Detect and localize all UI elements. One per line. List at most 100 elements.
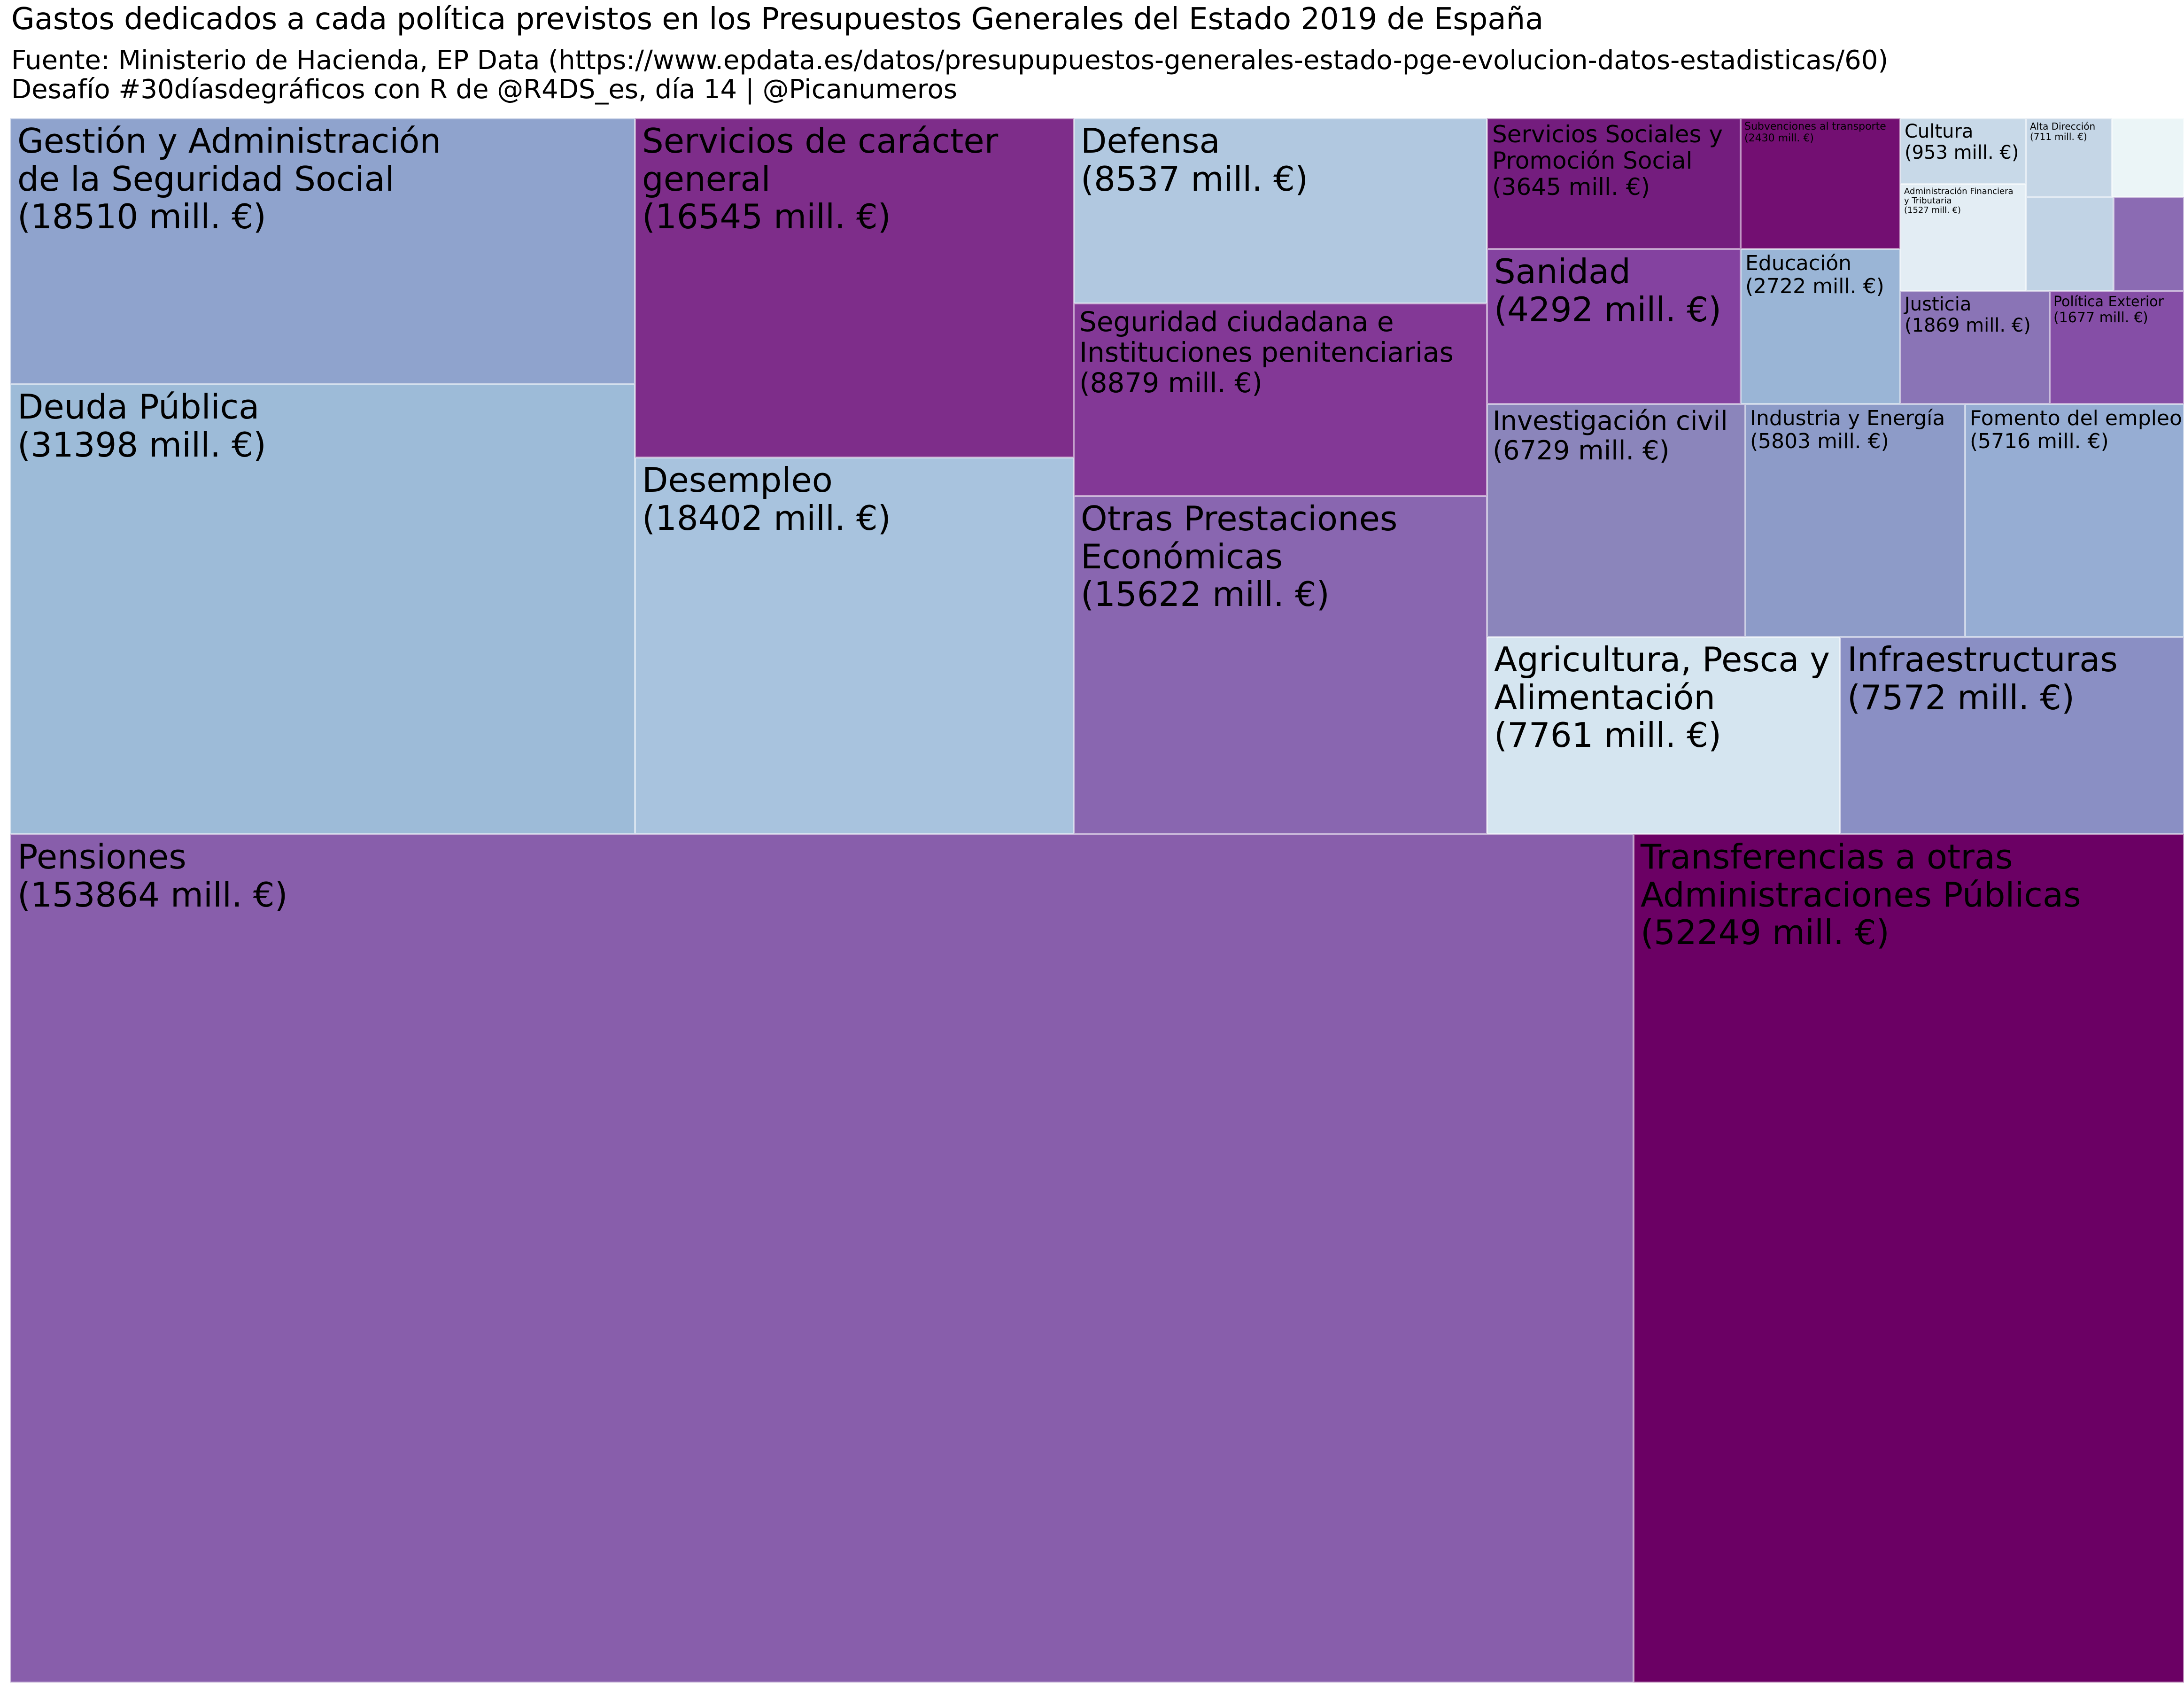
treemap-tile-tile-23: [2026, 197, 2114, 291]
treemap-tile-label: Investigación civil (6729 mill. €): [1493, 406, 1728, 466]
tile-category-label: Transferencias a otras: [1641, 837, 2013, 877]
tile-value-label: (8537 mill. €): [1081, 159, 1309, 199]
tile-category-label: Servicios Sociales y: [1492, 121, 1723, 148]
tile-value-label: (18402 mill. €): [642, 498, 891, 538]
tile-category-label: Seguridad ciudadana e: [1079, 306, 1394, 338]
tile-category-label: Política Exterior: [2053, 294, 2164, 310]
tile-category-label: Instituciones penitenciarias: [1079, 336, 1454, 368]
treemap-tile-label: Servicios de carácter general (16545 mill.…: [642, 122, 998, 236]
tile-value-label: (1677 mill. €): [2053, 309, 2148, 326]
treemap-tile-label: Industria y Energía (5803 mill. €): [1750, 407, 1945, 453]
treemap-tile-defensa: Defensa (8537 mill. €): [1074, 118, 1487, 303]
treemap-tile-label: Servicios Sociales y Promoción Social (364…: [1492, 121, 1723, 200]
tile-category-label: Subvenciones al transporte: [1744, 121, 1886, 132]
chart-title: Gastos dedicados a cada política previst…: [11, 2, 1544, 37]
tile-category-label: Cultura: [1905, 121, 1974, 142]
tile-value-label: (1527 mill. €): [1904, 205, 1961, 216]
tile-category-label: Pensiones: [17, 837, 186, 877]
tile-value-label: (15622 mill. €): [1081, 574, 1330, 614]
treemap-tile-label: Agricultura, Pesca y Alimentación (7761 mi…: [1494, 641, 1830, 754]
tile-category-label: Administraciones Públicas: [1641, 875, 2081, 915]
tile-category-label: Fomento del empleo: [1970, 406, 2182, 430]
tile-category-label: Otras Prestaciones: [1081, 499, 1398, 538]
treemap-tile-label: Educación (2722 mill. €): [1745, 252, 1884, 298]
tile-category-label: Alta Dirección: [2030, 121, 2096, 132]
treemap-tile-label: Fomento del empleo (5716 mill. €): [1970, 407, 2182, 453]
tile-value-label: (5716 mill. €): [1970, 429, 2109, 454]
tile-category-label: Agricultura, Pesca y: [1494, 640, 1830, 679]
treemap-tile-industria-y-energia: Industria y Energía (5803 mill. €): [1745, 404, 1965, 637]
treemap-tile-otras-prestaciones: Otras Prestaciones Económicas (15622 mill.…: [1074, 496, 1487, 834]
tile-category-label: Educación: [1745, 251, 1851, 275]
tile-value-label: (8879 mill. €): [1079, 366, 1262, 399]
tile-value-label: (6729 mill. €): [1493, 435, 1670, 466]
tile-value-label: (2430 mill. €): [1744, 132, 1814, 144]
treemap-tile-label: Justicia (1869 mill. €): [1905, 294, 2031, 336]
chart-subtitle-source: Fuente: Ministerio de Hacienda, EP Data …: [11, 45, 1889, 76]
tile-category-label: Alimentación: [1494, 677, 1715, 717]
tile-category-label: Investigación civil: [1493, 406, 1728, 436]
treemap-tile-agricultura-pesca-y: Agricultura, Pesca y Alimentación (7761 mi…: [1487, 637, 1840, 834]
treemap-tile-label: Política Exterior (1677 mill. €): [2053, 294, 2164, 326]
treemap-tile-label: Subvenciones al transporte (2430 mill. €): [1744, 121, 1886, 144]
tile-category-label: Industria y Energía: [1750, 406, 1945, 430]
tile-value-label: (3645 mill. €): [1492, 173, 1650, 201]
tile-category-label: Defensa: [1081, 121, 1220, 161]
tile-value-label: (16545 mill. €): [642, 197, 891, 237]
tile-category-label: Desempleo: [642, 460, 833, 500]
tile-category-label: Justicia: [1905, 294, 1972, 315]
treemap-tile-fomento-del-empleo: Fomento del empleo (5716 mill. €): [1965, 404, 2184, 637]
treemap-tile-infraestructuras: Infraestructuras (7572 mill. €): [1840, 637, 2184, 834]
treemap-tile-label: Deuda Pública (31398 mill. €): [17, 388, 266, 464]
tile-category-label: Gestión y Administración: [17, 121, 441, 161]
treemap-tile-servicios-de-caracter: Servicios de carácter general (16545 mill.…: [635, 118, 1074, 458]
treemap-tile-administracion-financiera: Administración Financiera y Tributaria (15…: [1900, 184, 2026, 291]
treemap-tile-label: Otras Prestaciones Económicas (15622 mill.…: [1081, 500, 1397, 613]
treemap-tile-alta-direccion: Alta Dirección (711 mill. €): [2026, 118, 2112, 197]
treemap-tile-tile-24: [2114, 197, 2184, 291]
treemap-tile-servicios-sociales-y: Servicios Sociales y Promoción Social (364…: [1487, 118, 1741, 249]
tile-value-label: (31398 mill. €): [17, 425, 266, 465]
tile-value-label: (2722 mill. €): [1745, 274, 1884, 299]
treemap-tile-label: Desempleo (18402 mill. €): [642, 461, 891, 537]
treemap-tile-label: Administración Financiera y Tributaria (15…: [1904, 186, 2014, 216]
treemap-tile-desempleo: Desempleo (18402 mill. €): [635, 458, 1074, 834]
tile-category-label: Administración Financiera: [1904, 186, 2014, 196]
tile-category-label: de la Seguridad Social: [17, 159, 395, 199]
treemap-tile-label: Infraestructuras (7572 mill. €): [1847, 641, 2118, 716]
treemap-tile-politica-exterior: Política Exterior (1677 mill. €): [2050, 291, 2184, 404]
tile-value-label: (52249 mill. €): [1641, 913, 1890, 953]
treemap-tile-label: Pensiones (153864 mill. €): [17, 838, 288, 914]
treemap-tile-sanidad: Sanidad (4292 mill. €): [1487, 249, 1741, 404]
tile-value-label: (1869 mill. €): [1905, 314, 2031, 336]
treemap-tile-gestion-y-administracion: Gestión y Administración de la Seguridad …: [10, 118, 635, 384]
treemap-tile-transferencias-a-otras: Transferencias a otras Administraciones P…: [1634, 834, 2184, 1683]
treemap-tile-label: Transferencias a otras Administraciones P…: [1641, 838, 2081, 952]
tile-value-label: (18510 mill. €): [17, 197, 266, 237]
treemap-tile-subvenciones-al-transporte: Subvenciones al transporte (2430 mill. €): [1741, 118, 1900, 249]
tile-category-label: y Tributaria: [1904, 196, 1952, 206]
tile-category-label: Deuda Pública: [17, 387, 260, 427]
treemap-tile-label: Seguridad ciudadana e Instituciones penit…: [1079, 307, 1454, 398]
treemap-tile-seguridad-ciudadana-e: Seguridad ciudadana e Instituciones penit…: [1074, 303, 1487, 496]
tile-value-label: (7572 mill. €): [1847, 677, 2075, 717]
treemap-tile-cultura: Cultura (953 mill. €): [1900, 118, 2026, 184]
treemap-tile-educacion: Educación (2722 mill. €): [1741, 249, 1900, 404]
tile-value-label: (153864 mill. €): [17, 875, 288, 915]
tile-category-label: Infraestructuras: [1847, 640, 2118, 679]
tile-value-label: (7761 mill. €): [1494, 715, 1722, 755]
tile-category-label: Servicios de carácter: [642, 121, 999, 161]
treemap-tile-tile-25: [2112, 118, 2184, 197]
tile-value-label: (711 mill. €): [2030, 131, 2087, 143]
chart-subtitle-credit: Desafío #30díasdegráficos con R de @R4DS…: [11, 74, 958, 105]
treemap-tile-investigacion-civil: Investigación civil (6729 mill. €): [1487, 404, 1745, 637]
treemap-tile-label: Sanidad (4292 mill. €): [1494, 253, 1721, 328]
tile-category-label: general: [642, 159, 771, 199]
tile-value-label: (4292 mill. €): [1494, 289, 1722, 329]
treemap-tile-label: Gestión y Administración de la Seguridad …: [17, 122, 441, 236]
treemap-tile-label: Alta Dirección (711 mill. €): [2030, 121, 2095, 142]
treemap-tile-pensiones: Pensiones (153864 mill. €): [10, 834, 1634, 1683]
treemap-tile-label: Defensa (8537 mill. €): [1081, 122, 1308, 198]
treemap-tile-deuda-publica: Deuda Pública (31398 mill. €): [10, 384, 635, 834]
tile-category-label: Sanidad: [1494, 252, 1631, 291]
